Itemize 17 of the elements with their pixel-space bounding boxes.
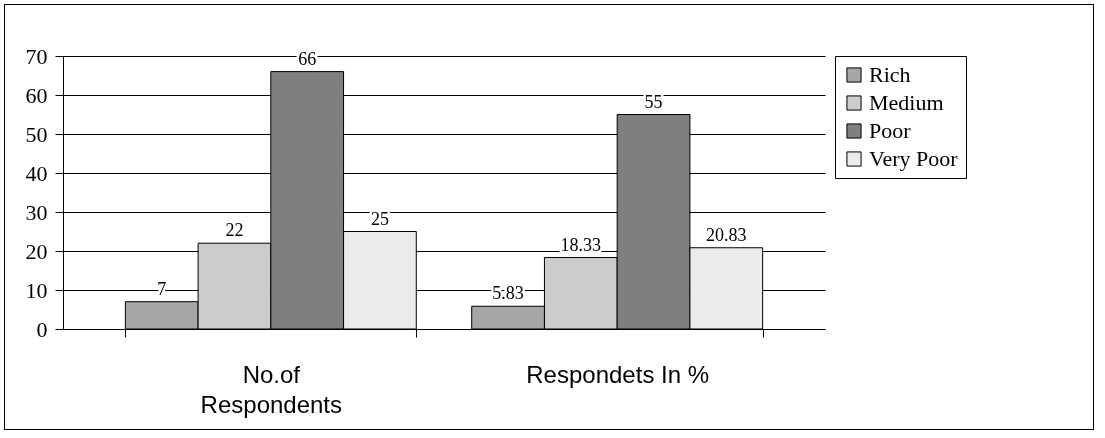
data-label: 18.33	[560, 234, 602, 255]
data-label: 22	[225, 220, 244, 241]
legend-label: Very Poor	[869, 146, 959, 171]
y-tick-label: 70	[25, 43, 48, 69]
x-tick-label: No.of Respondents	[200, 360, 343, 418]
y-tick-label: 10	[25, 277, 48, 303]
y-tick-label: 0	[36, 316, 48, 342]
y-tick-label: 50	[25, 121, 48, 147]
legend-label: Rich	[869, 62, 911, 87]
y-tick-label: 40	[25, 160, 48, 186]
legend-label: Poor	[869, 118, 912, 143]
y-tick-label: 60	[25, 82, 48, 108]
y-tick-label: 30	[25, 199, 48, 225]
legend-label: Medium	[869, 90, 944, 115]
y-tick-label: 20	[25, 238, 48, 264]
x-tick-label: Respondets In %	[526, 360, 710, 388]
data-label: 20.83	[706, 224, 747, 245]
